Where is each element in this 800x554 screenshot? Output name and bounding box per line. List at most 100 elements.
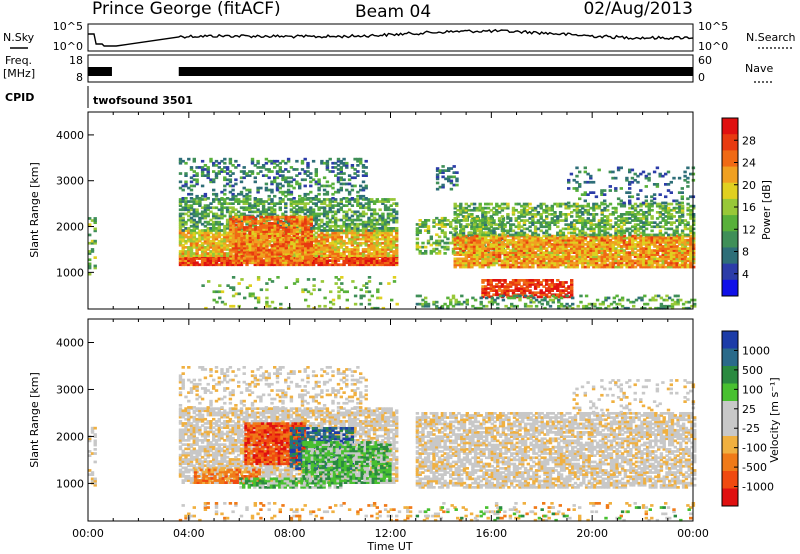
power-cell [223, 224, 227, 228]
power-cell [386, 233, 391, 237]
power-cell [187, 204, 191, 207]
power-cell [234, 208, 238, 212]
power-cell [381, 261, 385, 265]
power-cell [273, 212, 277, 216]
power-cell [389, 231, 393, 235]
power-cell [361, 252, 366, 255]
power-cell [317, 208, 321, 212]
power-cell [203, 229, 208, 232]
power-cell [214, 231, 219, 235]
power-cell [187, 263, 191, 267]
power-cell [200, 206, 205, 210]
power-cell [345, 250, 349, 253]
power-cell [311, 237, 316, 241]
power-cell [375, 254, 379, 257]
power-cell [200, 231, 205, 235]
power-cell [314, 259, 318, 262]
power-cell [189, 166, 194, 169]
power-cell [289, 200, 294, 203]
power-cell [325, 263, 330, 267]
power-cell [184, 233, 188, 237]
power-cell [342, 231, 346, 235]
power-cell [303, 178, 307, 182]
power-cell [189, 246, 194, 249]
power-cell [212, 263, 216, 267]
power-cell [353, 246, 357, 249]
power-cell [214, 222, 219, 226]
power-cell [334, 239, 338, 243]
power-cell [525, 233, 529, 237]
power-cell [370, 248, 374, 251]
power-cell [378, 252, 382, 255]
power-cell [295, 159, 299, 163]
power-cell [336, 237, 341, 241]
power-cell [386, 243, 391, 247]
power-cell [239, 200, 244, 203]
power-cell [206, 239, 210, 243]
power-cell [339, 239, 343, 243]
power-cell [206, 246, 210, 249]
power-cell [231, 210, 235, 214]
power-cell [178, 254, 183, 257]
power-cell [314, 261, 318, 265]
power-cell [339, 243, 343, 247]
power-cell [347, 263, 352, 267]
power-cell [184, 239, 188, 243]
power-cell [367, 239, 371, 243]
power-cell [317, 259, 321, 262]
power-cell [237, 282, 241, 285]
power-cell [259, 237, 263, 241]
power-cell [181, 257, 185, 260]
power-cell [292, 252, 296, 255]
power-cell [225, 220, 230, 224]
power-cell [289, 204, 294, 207]
power-cell [286, 259, 291, 262]
power-cell [289, 248, 294, 251]
power-cell [345, 298, 349, 302]
power-cell [212, 246, 216, 249]
power-cell [331, 231, 335, 235]
power-cell [200, 261, 205, 265]
power-cell [317, 178, 321, 182]
power-cell [295, 168, 299, 171]
power-cell [325, 248, 330, 251]
power-cell [492, 227, 496, 231]
power-cell [353, 261, 357, 265]
freq-bar-1 [178, 67, 693, 76]
power-cell [237, 210, 241, 214]
power-cell [178, 216, 183, 220]
power-cell [424, 245, 428, 249]
power-cell [311, 229, 316, 233]
power-cell [314, 257, 318, 260]
power-cell [375, 239, 379, 243]
power-cell [370, 239, 374, 243]
power-cell [212, 250, 216, 253]
power-cell [217, 200, 221, 203]
power-cell [195, 202, 199, 205]
power-cell [362, 294, 366, 298]
power-cell [347, 237, 352, 241]
power-cell [395, 246, 399, 249]
power-cell [329, 290, 333, 294]
power-cell [372, 231, 377, 235]
power-cell [223, 263, 227, 267]
power-cell [256, 276, 261, 279]
power-cell [200, 159, 205, 163]
power-cell [212, 233, 216, 237]
power-cell [267, 198, 271, 201]
power-cell [273, 210, 277, 214]
power-cell [206, 235, 210, 239]
power-cell [223, 241, 227, 245]
power-cell [206, 212, 210, 216]
power-cell [195, 200, 199, 203]
power-cell [378, 259, 382, 262]
power-cell [187, 261, 191, 265]
power-cell [217, 220, 221, 224]
power-cell [353, 259, 357, 262]
power-cell [273, 254, 277, 257]
power-cell [88, 252, 92, 255]
power-cell [350, 204, 355, 207]
power-cell [342, 254, 346, 257]
power-cell [386, 239, 391, 243]
power-cell [234, 198, 238, 201]
